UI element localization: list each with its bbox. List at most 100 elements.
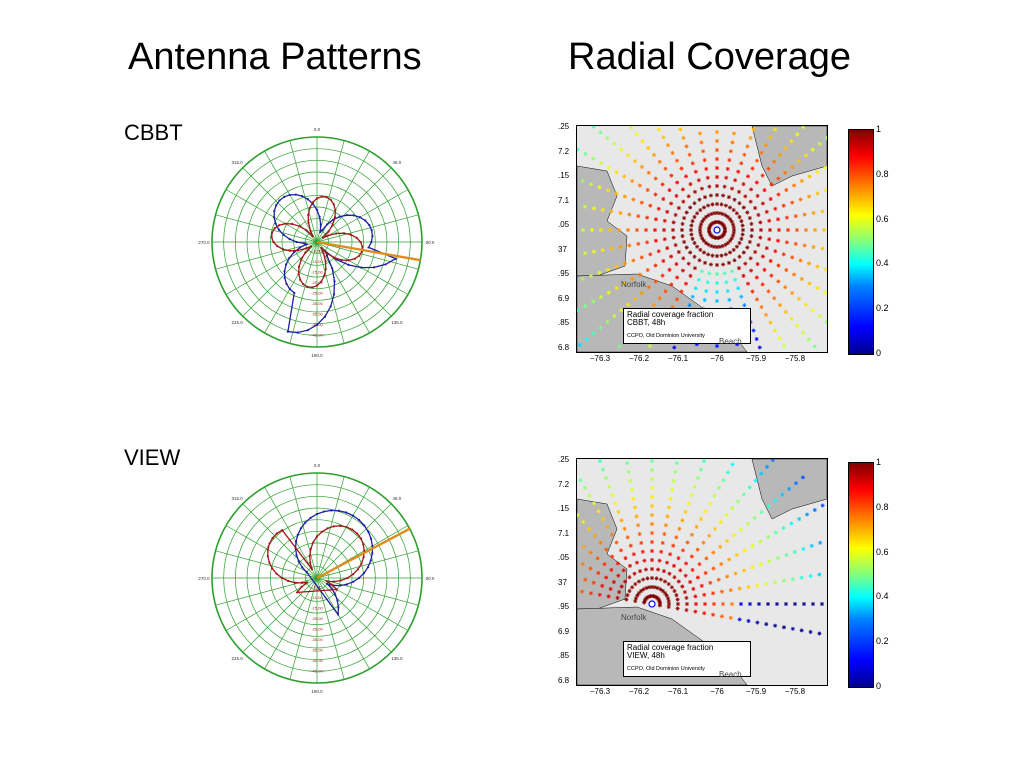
map-x-tick: −76 (710, 354, 724, 363)
map-y-tick: 6.8 (558, 675, 570, 685)
coverage-marker (729, 236, 734, 241)
coverage-marker (658, 587, 663, 592)
coverage-marker (822, 228, 826, 232)
coverage-marker (726, 260, 731, 265)
map-y-tick: 6.9 (558, 626, 570, 636)
coverage-marker (733, 178, 738, 183)
coverage-marker (697, 562, 702, 567)
coverage-marker (704, 214, 709, 219)
coverage-marker (650, 513, 654, 517)
coverage-marker (817, 631, 822, 636)
coverage-marker (648, 344, 652, 349)
coverage-marker (715, 157, 719, 161)
coverage-marker (711, 550, 716, 555)
coverage-marker (600, 248, 605, 253)
coverage-marker (614, 170, 619, 174)
coverage-marker (759, 305, 764, 310)
coverage-marker (584, 337, 589, 342)
coverage-marker (699, 186, 704, 191)
coverage-marker (663, 289, 668, 294)
coverage-marker (706, 203, 711, 208)
coverage-marker (682, 216, 687, 221)
coverage-marker (804, 228, 808, 232)
coverage-marker (703, 602, 707, 606)
coverage-marker (741, 492, 746, 497)
map-x-tick: −76.3 (589, 354, 611, 363)
coverage-marker (809, 543, 814, 548)
map-x-tick: −75.8 (784, 354, 806, 363)
coverage-marker (613, 501, 618, 506)
coverage-marker (711, 591, 716, 596)
coverage-marker (781, 252, 786, 257)
coverage-marker (622, 261, 627, 266)
coverage-marker (652, 585, 657, 590)
map-x-tick: −76.2 (628, 687, 650, 696)
coverage-marker (629, 487, 634, 492)
coverage-marker (715, 299, 719, 303)
map-x-tick: −76.3 (589, 687, 611, 696)
coverage-marker (711, 566, 716, 571)
coverage-marker (802, 212, 807, 217)
coverage-marker (743, 194, 748, 199)
coverage-marker (685, 602, 689, 606)
coverage-marker (598, 325, 603, 330)
coverage-marker (701, 149, 706, 154)
coverage-marker (755, 297, 759, 302)
coverage-marker (793, 214, 798, 219)
coverage-marker (669, 282, 674, 287)
coverage-marker (745, 521, 750, 526)
coverage-marker (690, 219, 695, 224)
coverage-marker (766, 602, 770, 606)
polar-angle-label: 45.0 (393, 496, 402, 501)
map-x-tick: −76.2 (628, 354, 650, 363)
coverage-marker (728, 588, 733, 593)
coverage-marker (687, 303, 692, 308)
coverage-marker (750, 544, 755, 548)
coverage-marker (634, 560, 639, 565)
coverage-marker (736, 169, 741, 174)
coverage-marker (650, 495, 654, 499)
coverage-marker (674, 193, 679, 198)
coverage-marker (719, 202, 724, 207)
coverage-marker (711, 612, 716, 617)
coverage-marker (767, 559, 772, 564)
colorbar-tick: 0 (876, 348, 882, 358)
polar-radial-label: -5.00 (312, 249, 322, 254)
coverage-marker (747, 216, 752, 221)
coverage-marker (598, 459, 603, 464)
coverage-marker (793, 241, 798, 246)
coverage-marker (817, 141, 822, 146)
coverage-marker (675, 275, 680, 280)
coverage-marker (784, 240, 789, 245)
coverage-marker (626, 302, 631, 307)
coverage-marker (783, 285, 788, 290)
coverage-marker (580, 589, 585, 594)
coverage-marker (737, 254, 742, 259)
coverage-marker (759, 562, 764, 567)
coverage-marker (811, 602, 815, 606)
coverage-marker (696, 178, 701, 183)
coverage-marker (727, 557, 732, 562)
coverage-marker (716, 577, 721, 582)
coverage-marker (671, 228, 675, 232)
coverage-marker (766, 166, 771, 171)
coverage-marker (742, 152, 747, 157)
coverage-marker (688, 205, 693, 210)
coverage-marker (609, 246, 614, 251)
bearing-line (316, 240, 421, 262)
coverage-marker (653, 228, 657, 232)
coverage-marker (693, 189, 697, 194)
coverage-marker (684, 144, 689, 149)
coverage-marker (673, 243, 678, 248)
polar-angle-label: 180.0 (311, 353, 323, 358)
coverage-marker (748, 602, 752, 606)
place-beach: Beach (719, 337, 742, 346)
coverage-marker (746, 281, 750, 286)
coverage-marker (686, 194, 691, 199)
coverage-marker (802, 243, 807, 248)
coverage-marker (636, 523, 641, 528)
coverage-marker (663, 166, 668, 171)
coverage-marker (652, 152, 657, 157)
coverage-marker (742, 303, 747, 308)
coverage-marker (715, 290, 719, 294)
